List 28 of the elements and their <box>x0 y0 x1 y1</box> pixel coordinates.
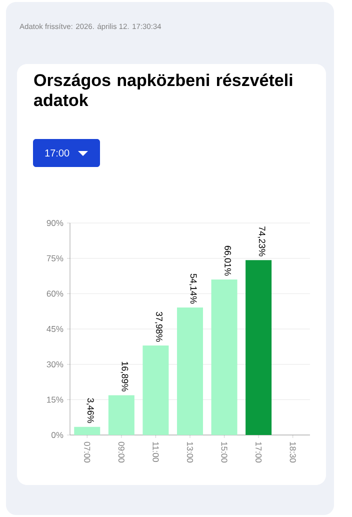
data-label: 16,89% <box>120 362 128 392</box>
y-tick-label: 60% <box>46 290 64 297</box>
x-tick-label: 13:00 <box>186 442 193 462</box>
y-tick-label: 0% <box>52 432 64 438</box>
bar <box>211 280 238 435</box>
x-tick-label: 18:30 <box>290 442 296 462</box>
data-label: 74,23% <box>258 226 266 256</box>
bar <box>176 307 203 435</box>
y-tick-label: 45% <box>46 326 64 332</box>
x-tick-label: 11:00 <box>152 442 159 462</box>
text: 17:00 <box>45 149 70 157</box>
x-tick-label: 09:00 <box>118 442 124 462</box>
data-label: 37,98% <box>155 312 162 342</box>
bar <box>142 346 169 435</box>
y-tick-label: 15% <box>47 396 64 403</box>
chart-title: Országos napközbeni részvételi adatok <box>34 74 292 106</box>
y-tick-label: 75% <box>46 255 64 262</box>
x-tick-label: 15:00 <box>221 442 228 462</box>
bar <box>74 426 100 435</box>
data-label: 54,14% <box>189 274 197 304</box>
x-tick-label: 17:00 <box>256 442 262 462</box>
y-tick-label: 90% <box>46 220 64 226</box>
data-label: 3,46% <box>86 398 94 423</box>
y-tick-label: 30% <box>46 361 64 368</box>
bar <box>108 395 134 435</box>
x-tick-label: 07:00 <box>84 442 90 462</box>
data-label: 66,01% <box>224 246 231 276</box>
bar <box>246 260 272 435</box>
